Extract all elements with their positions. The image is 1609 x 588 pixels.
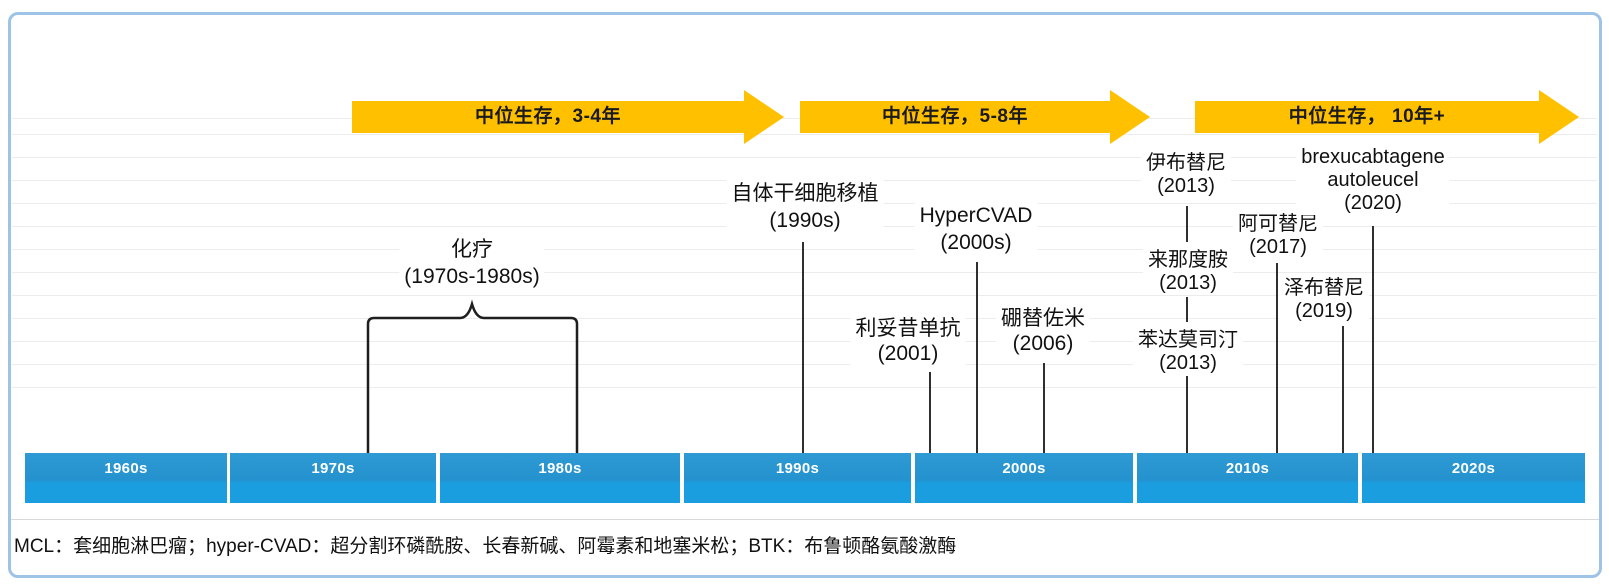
connector-line-hypercvad: [976, 262, 978, 460]
treatment-name: 利妥昔单抗: [855, 317, 961, 340]
connector-line-rituximab: [929, 372, 931, 454]
timeline-segment-1990s: 1990s: [684, 453, 911, 503]
connector-line-zanubrutinib: [1342, 326, 1344, 460]
connector-line-asct: [802, 242, 804, 454]
connector-line-bortezomib: [1043, 363, 1045, 460]
arrow-right-icon: [1539, 90, 1579, 144]
treatment-name: 伊布替尼: [1146, 152, 1226, 174]
timeline-segment-1960s: 1960s: [25, 453, 227, 503]
survival-arrow-2-label: 中位生存，5-8年: [882, 106, 1028, 127]
survival-arrow-3-label: 中位生存， 10年+: [1288, 106, 1446, 127]
treatment-label-chemotherapy: 化疗 (1970s-1980s): [399, 236, 545, 290]
connector-line-bendamustine: [1186, 376, 1188, 460]
treatment-year: (1990s): [769, 209, 841, 232]
treatment-name: 阿可替尼: [1238, 213, 1318, 235]
treatment-year: (2000s): [940, 231, 1012, 254]
gridline: [12, 387, 1597, 388]
footnote-abbreviations: MCL：套细胞淋巴瘤；hyper-CVAD：超分割环磷酰胺、长春新碱、阿霉素和地…: [14, 536, 957, 557]
timeline-segment-2000s: 2000s: [915, 453, 1133, 503]
connector-line-brexucabtagene: [1372, 226, 1374, 460]
treatment-year: (2013): [1159, 352, 1217, 374]
treatment-label-brexucabtagene: brexucabtagene autoleucel (2020): [1296, 146, 1450, 215]
gridline: [12, 341, 1597, 342]
arrow-right-icon: [744, 90, 784, 144]
treatment-label-lenalidomide: 来那度胺 (2013): [1143, 249, 1233, 295]
connector-line-ibrutinib: [1186, 206, 1188, 242]
survival-arrow-3: 中位生存， 10年+: [1195, 90, 1579, 144]
gridline: [12, 295, 1597, 296]
treatment-year: (2001): [877, 342, 939, 365]
treatment-year: (2013): [1157, 175, 1215, 197]
treatment-name-2: autoleucel: [1327, 169, 1419, 191]
decade-label: 2010s: [1225, 460, 1270, 477]
timeline-segment-2020s: 2020s: [1362, 453, 1585, 503]
decade-label: 2020s: [1451, 460, 1496, 477]
decade-label: 1980s: [538, 460, 582, 477]
treatment-name: 化疗: [450, 238, 493, 261]
gridline: [12, 364, 1597, 365]
treatment-name: 硼替佐米: [1001, 307, 1085, 330]
treatment-name: brexucabtagene: [1301, 146, 1445, 168]
treatment-name: 苯达莫司汀: [1138, 329, 1238, 351]
decade-label: 2000s: [1002, 460, 1046, 477]
survival-arrow-1: 中位生存，3-4年: [352, 90, 784, 144]
treatment-year: (2019): [1295, 300, 1353, 322]
survival-arrow-1-label: 中位生存，3-4年: [475, 106, 621, 127]
treatment-label-zanubrutinib: 泽布替尼 (2019): [1279, 277, 1369, 323]
treatment-label-rituximab: 利妥昔单抗 (2001): [850, 316, 966, 366]
treatment-label-asct: 自体干细胞移植 (1990s): [726, 180, 884, 234]
chemotherapy-era-bracket: [366, 299, 579, 456]
treatment-label-acalabrutinib: 阿可替尼 (2017): [1233, 213, 1323, 259]
gridline: [12, 134, 1597, 135]
treatment-label-hypercvad: HyperCVAD (2000s): [914, 202, 1038, 256]
decade-label: 1990s: [775, 460, 820, 477]
treatment-label-bendamustine: 苯达莫司汀 (2013): [1133, 329, 1243, 375]
connector-line-lenalidomide: [1186, 297, 1188, 322]
arrow-right-icon: [1110, 90, 1150, 144]
treatment-name: HyperCVAD: [919, 204, 1033, 227]
treatment-year: (2006): [1012, 332, 1074, 355]
timeline-segment-1980s: 1980s: [440, 453, 680, 503]
treatment-label-ibrutinib: 伊布替尼 (2013): [1141, 152, 1231, 198]
treatment-year: (2017): [1249, 236, 1307, 258]
survival-arrow-2: 中位生存，5-8年: [800, 90, 1150, 144]
timeline-segment-2010s: 2010s: [1137, 453, 1358, 503]
treatment-year: (2013): [1159, 272, 1217, 294]
gridline: [12, 249, 1597, 250]
footnote-separator: [10, 519, 1599, 520]
timeline-segment-1970s: 1970s: [230, 453, 436, 503]
treatment-name: 自体干细胞移植: [731, 182, 879, 205]
connector-line-acalabrutinib: [1276, 263, 1278, 460]
treatment-name: 泽布替尼: [1284, 277, 1364, 299]
treatment-name: 来那度胺: [1148, 249, 1228, 271]
gridline: [12, 157, 1597, 158]
decade-label: 1960s: [104, 460, 148, 477]
treatment-year: (1970s-1980s): [404, 265, 540, 288]
gridline: [12, 318, 1597, 319]
treatment-year: (2020): [1344, 192, 1402, 214]
treatment-label-bortezomib: 硼替佐米 (2006): [996, 306, 1090, 356]
decade-label: 1970s: [311, 460, 355, 477]
gridline: [12, 272, 1597, 273]
